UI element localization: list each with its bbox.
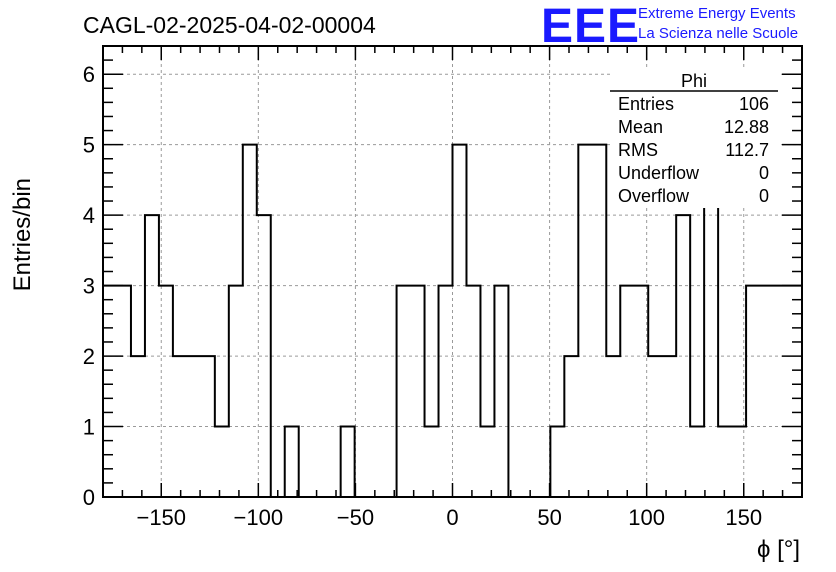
histogram-bin bbox=[103, 286, 117, 497]
stats-label: Mean bbox=[618, 117, 663, 137]
histogram-bin bbox=[229, 286, 243, 497]
histogram-bin bbox=[397, 286, 411, 497]
histogram-bin bbox=[173, 356, 187, 497]
histogram-bin bbox=[634, 286, 648, 497]
stats-box: Phi Entries 106 Mean 12.88 RMS 112.7 Underflow… bbox=[610, 68, 778, 208]
stats-label: RMS bbox=[618, 140, 658, 160]
x-tick-label: −150 bbox=[136, 505, 186, 530]
histogram-bin bbox=[690, 427, 704, 497]
y-tick-label: 1 bbox=[83, 415, 95, 440]
histogram-bin bbox=[466, 286, 480, 497]
histogram-bin bbox=[620, 286, 634, 497]
y-tick-label: 6 bbox=[83, 62, 95, 87]
eee-logo: EEE Extreme Energy Events La Scienza nel… bbox=[541, 0, 798, 53]
x-tick-label: 150 bbox=[725, 505, 762, 530]
histogram-bin bbox=[676, 215, 690, 497]
axis-ticks bbox=[103, 45, 802, 498]
y-axis-title: Entries/bin bbox=[9, 178, 36, 291]
logo-mark: EEE bbox=[541, 0, 640, 53]
histogram-bin bbox=[341, 427, 355, 497]
y-tick-label: 4 bbox=[83, 203, 95, 228]
histogram-bin bbox=[117, 286, 131, 497]
y-tick-labels: 0 1 2 3 4 5 6 bbox=[83, 62, 95, 510]
x-tick-label: −100 bbox=[234, 505, 284, 530]
histogram-bin bbox=[285, 427, 299, 497]
histogram-bin bbox=[425, 427, 439, 497]
histogram-bin bbox=[760, 286, 774, 497]
histogram-bin bbox=[257, 215, 271, 497]
x-tick-label: 100 bbox=[628, 505, 665, 530]
stats-label: Underflow bbox=[618, 163, 700, 183]
histogram-bin bbox=[578, 145, 592, 497]
stats-value: 0 bbox=[759, 186, 769, 206]
histogram-bin bbox=[411, 286, 425, 497]
histogram-bin bbox=[439, 286, 453, 497]
histogram-bin bbox=[494, 286, 508, 497]
logo-line-1: Extreme Energy Events bbox=[638, 5, 796, 22]
histogram-bin bbox=[746, 286, 760, 497]
stats-label: Entries bbox=[618, 94, 674, 114]
y-tick-label: 2 bbox=[83, 344, 95, 369]
stats-title: Phi bbox=[681, 71, 707, 91]
y-tick-label: 3 bbox=[83, 274, 95, 299]
histogram-bin bbox=[788, 286, 802, 497]
histogram-outline bbox=[102, 73, 803, 498]
histogram-bin bbox=[480, 427, 494, 497]
histogram-bin bbox=[774, 286, 788, 497]
x-axis-title: ϕ [°] bbox=[757, 536, 800, 563]
stats-value: 0 bbox=[759, 163, 769, 183]
histogram-bin bbox=[453, 145, 467, 497]
y-tick-label: 0 bbox=[83, 485, 95, 510]
stats-value: 12.88 bbox=[724, 117, 769, 137]
y-tick-label: 5 bbox=[83, 133, 95, 158]
x-tick-labels: −150 −100 −50 0 50 100 150 bbox=[136, 505, 762, 530]
x-tick-label: 0 bbox=[446, 505, 458, 530]
stats-rows: Entries 106 Mean 12.88 RMS 112.7 Underflow 0 Ove… bbox=[618, 94, 769, 206]
stats-value: 106 bbox=[739, 94, 769, 114]
x-tick-label: 50 bbox=[537, 505, 561, 530]
histogram-bin bbox=[550, 427, 564, 497]
histogram-bin bbox=[592, 145, 606, 497]
stats-label: Overflow bbox=[618, 186, 690, 206]
chart-title: CAGL-02-2025-04-02-00004 bbox=[83, 12, 376, 38]
histogram-bin bbox=[243, 145, 257, 497]
histogram-bin bbox=[718, 427, 732, 497]
logo-line-2: La Scienza nelle Scuole bbox=[638, 25, 798, 42]
x-tick-label: −50 bbox=[337, 505, 374, 530]
stats-value: 112.7 bbox=[725, 140, 769, 160]
histogram-bin bbox=[215, 427, 229, 497]
